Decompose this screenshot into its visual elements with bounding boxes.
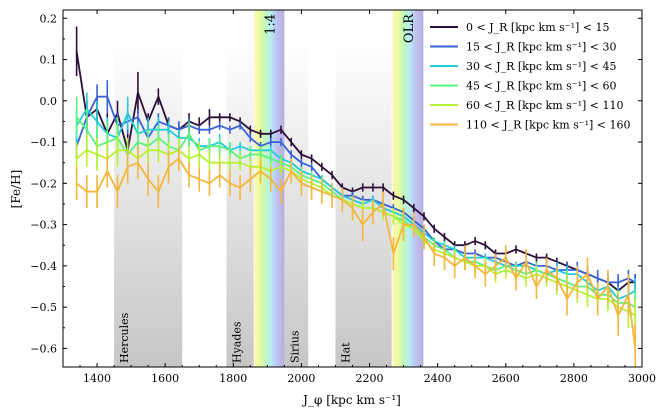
band-label-sirius: Sirius: [288, 330, 301, 363]
y-tick-label: 0.0: [40, 95, 58, 108]
resonance-label: OLR: [402, 13, 417, 43]
legend-label: 30 < J_R [kpc km s⁻¹] < 45: [466, 60, 617, 73]
x-tick-label: 2600: [492, 372, 520, 385]
x-tick-label: 2000: [287, 372, 315, 385]
series-6: [75, 146, 637, 367]
x-tick-label: 2400: [424, 372, 452, 385]
resonance-label: 1:4: [263, 14, 278, 35]
band-label-hat: Hat: [339, 342, 352, 363]
legend-label: 60 < J_R [kpc km s⁻¹] < 110: [466, 99, 624, 112]
legend-label: 0 < J_R [kpc km s⁻¹] < 15: [466, 21, 610, 34]
y-tick-label: −0.4: [30, 260, 57, 273]
resonance-corotation-1-4: [254, 10, 285, 367]
y-tick-label: −0.1: [30, 136, 57, 149]
x-tick-label: 2200: [356, 372, 384, 385]
series-line: [76, 157, 637, 349]
legend-label: 45 < J_R [kpc km s⁻¹] < 60: [466, 80, 617, 93]
x-tick-label: 1600: [151, 372, 179, 385]
y-tick-label: −0.5: [30, 301, 57, 314]
y-tick-label: −0.2: [30, 177, 57, 190]
x-tick-label: 3000: [628, 372, 656, 385]
resonance-olr: [392, 10, 424, 367]
y-tick-label: −0.6: [30, 342, 57, 355]
y-tick-label: 0.1: [40, 54, 58, 67]
legend-label: 15 < J_R [kpc km s⁻¹] < 30: [466, 41, 617, 54]
band-hercules: [114, 42, 183, 367]
x-axis-label: J_φ [kpc km s⁻¹]: [301, 393, 401, 407]
x-tick-label: 1400: [83, 372, 111, 385]
x-tick-label: 2800: [560, 372, 588, 385]
band-label-hercules: Hercules: [118, 312, 131, 363]
y-axis-label: [Fe/H]: [9, 170, 23, 209]
series-line: [76, 149, 636, 317]
y-tick-label: 0.2: [40, 12, 58, 25]
band-hyades: [226, 42, 254, 367]
band-label-hyades: Hyades: [230, 321, 243, 363]
legend-label: 110 < J_R [kpc km s⁻¹] < 160: [466, 119, 631, 132]
series-line: [75, 95, 636, 284]
band-sirius: [284, 42, 309, 367]
y-tick-label: −0.3: [30, 219, 57, 232]
x-tick-label: 1800: [219, 372, 247, 385]
